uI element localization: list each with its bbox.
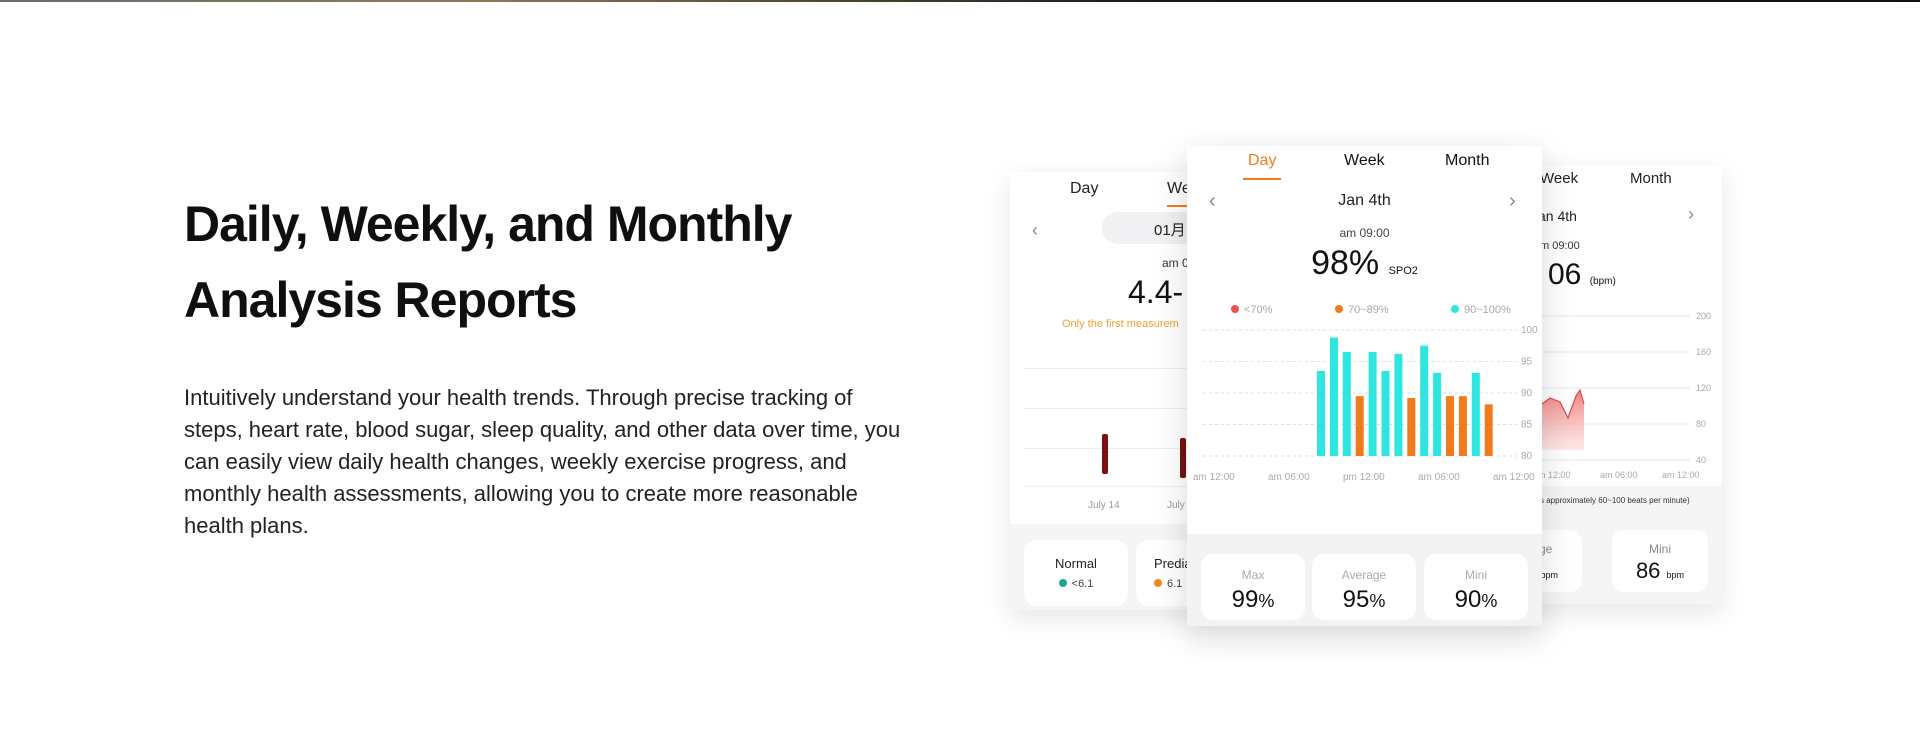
reading-time: am 0 [1162,256,1189,270]
y-tick-label: 160 [1696,347,1711,357]
x-tick-label: July 14 [1088,500,1120,511]
y-tick-label: 80 [1696,419,1706,429]
orange-dot-icon [1154,579,1162,587]
reading-time: am 09:00 [1339,226,1390,240]
tab-underline [1243,178,1281,180]
max-stat-box: Max 99% [1201,554,1305,620]
reading-value: 4.4- [1128,274,1184,310]
x-tick-label: am 06:00 [1268,472,1310,482]
chevron-left-icon[interactable]: ‹ [1032,220,1038,240]
chevron-right-icon[interactable]: › [1509,190,1516,212]
reading-date: Jan 4th [1338,192,1391,209]
measurement-note: Only the first measurem [1062,318,1179,330]
orange-dot-icon [1335,305,1343,313]
stat-label: Max [1241,568,1265,582]
grid-line [1024,368,1210,369]
mini-box: Mini 86 bpm [1612,530,1708,592]
x-tick-label: am 06:00 [1600,470,1638,480]
spo2-card: Day Week Month ‹ Jan 4th › am 09:00 98% … [1187,146,1542,626]
tab-week[interactable]: We [1167,180,1191,197]
teal-dot-icon [1058,579,1067,587]
spo2-bar [1446,396,1454,456]
stat-label: Mini [1464,568,1487,582]
y-tick-label: 80 [1521,451,1533,462]
x-tick-label: am 12:00 [1662,470,1700,480]
spo2-bar [1394,353,1403,456]
heart-rate-value: 06 (bpm) [1548,258,1616,291]
spo2-bar [1317,370,1325,456]
spo2-bar [1329,337,1338,456]
spo2-bar [1355,396,1364,456]
grid-line [1024,408,1210,409]
y-tick-label: 95 [1521,357,1533,368]
x-tick-label: am 12:00 [1493,472,1535,482]
x-tick-label: m 12:00 [1540,470,1571,480]
y-tick-label: 200 [1696,311,1711,321]
reading-date: an 4th [1538,208,1577,224]
chevron-right-icon[interactable]: › [1688,204,1694,224]
spo2-bar [1368,352,1377,456]
grid-line [1024,486,1210,487]
average-stat-box: Average 95% [1312,554,1416,620]
blood-sugar-card: Day We ‹ 01月 am 0 4.4- Only the first me… [1010,172,1210,610]
range-legend: <6.1 [1024,578,1128,590]
tab-week[interactable]: Week [1344,152,1385,169]
normal-range-box: Normal <6.1 [1024,540,1128,606]
legend-item: <70% [1231,304,1272,316]
title-line-2: Analysis Reports [184,272,577,328]
tab-month[interactable]: Month [1630,170,1672,187]
stat-label: Mini [1648,542,1671,556]
x-tick-label: July [1167,500,1185,511]
description: Intuitively understand your health trend… [184,385,901,538]
page-title: Daily, Weekly, and Monthly Analysis Repo… [184,186,884,338]
x-tick-label: am 06:00 [1418,472,1460,482]
mini-stat-box: Mini 90% [1424,554,1528,620]
spo2-value: 98% SPO2 [1311,244,1418,282]
spo2-bar [1407,398,1416,456]
grid-line [1024,448,1210,449]
y-tick-label: 90 [1521,388,1533,399]
stat-value: 90% [1454,586,1498,613]
spo2-bar [1420,345,1429,456]
spo2-bar-chart: 100 95 90 85 80 am 12:00 am 06:00 pm 12:00 am 06… [1193,325,1538,482]
reading-time: m 09:00 [1540,240,1580,252]
legend-item: 90~100% [1451,304,1511,316]
spo2-bar [1458,396,1467,456]
legend-item: 70~89% [1335,304,1389,316]
tab-day[interactable]: Day [1070,180,1099,197]
cyan-dot-icon [1451,305,1459,313]
y-tick-label: 120 [1696,383,1711,393]
spo2-bar [1484,404,1493,456]
spo2-bar [1471,372,1480,456]
range-label: Normal [1055,556,1097,571]
tab-week[interactable]: Week [1540,170,1579,187]
heart-rate-area [1542,390,1584,450]
stat-value: 95% [1342,586,1386,613]
stat-label: Average [1341,568,1387,582]
title-line-1: Daily, Weekly, and Monthly [184,196,792,252]
spo2-bar [1433,372,1442,456]
range-label: Predia [1154,556,1192,571]
glucose-bar [1102,434,1108,474]
normal-range-note: s approximately 60~100 beats per minute) [1540,496,1690,505]
chevron-left-icon[interactable]: ‹ [1209,190,1216,212]
y-tick-label: 100 [1521,325,1538,336]
heart-rate-line [1541,388,1585,420]
y-tick-label: 85 [1521,420,1533,431]
heart-rate-chart: 200 160 120 80 40 m 12:00 am 06:00 am 12:00 [1540,311,1711,480]
stat-value: 99% [1231,586,1275,613]
top-gradient-strip [0,0,1920,2]
tab-month[interactable]: Month [1445,152,1490,169]
spo2-bar [1342,352,1351,456]
x-tick-label: pm 12:00 [1343,472,1385,482]
tab-underline [1167,205,1197,207]
x-tick-label: am 12:00 [1193,472,1235,482]
glucose-bar [1180,438,1186,478]
tab-day[interactable]: Day [1248,152,1277,169]
y-tick-label: 40 [1696,455,1706,465]
stat-value: 86 bpm [1635,558,1685,583]
range-legend: 6.1 [1136,578,1210,590]
spo2-bar [1381,370,1390,456]
red-dot-icon [1231,305,1239,313]
